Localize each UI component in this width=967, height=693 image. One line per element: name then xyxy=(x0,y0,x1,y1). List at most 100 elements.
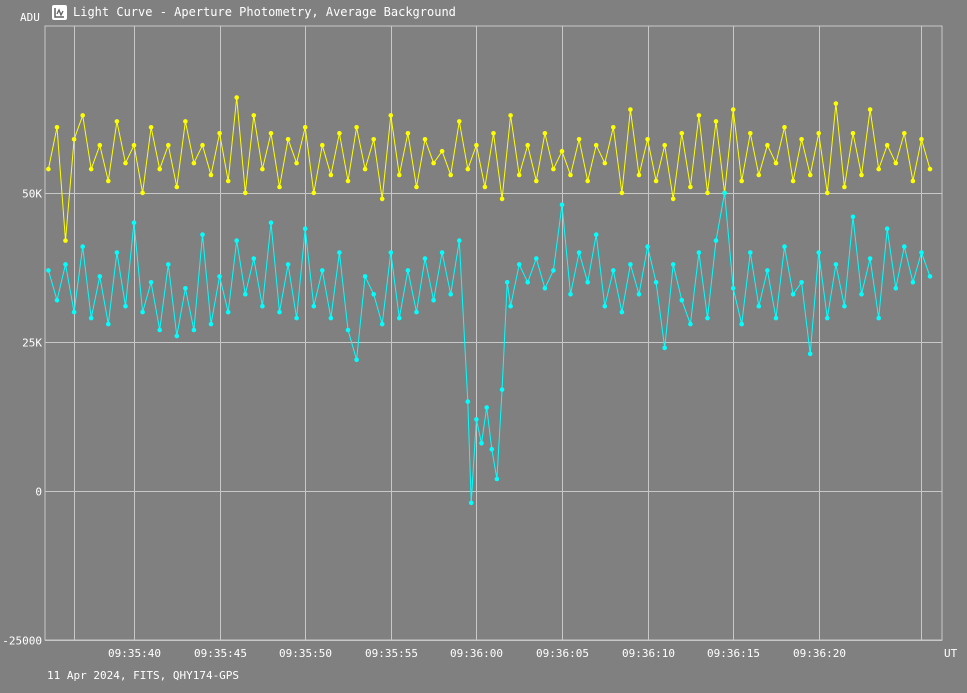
data-point xyxy=(354,125,359,130)
data-point xyxy=(739,178,744,184)
data-point xyxy=(645,244,650,249)
x-tick-label: 09:35:45 xyxy=(194,647,247,660)
data-point xyxy=(448,292,454,297)
data-point xyxy=(465,166,471,172)
window-title: Light Curve - Aperture Photometry, Avera… xyxy=(73,5,456,19)
data-point xyxy=(46,166,51,172)
data-point xyxy=(371,292,377,297)
data-point xyxy=(439,250,445,255)
data-point xyxy=(260,303,265,309)
data-point xyxy=(174,184,180,190)
data-point xyxy=(722,190,727,196)
data-point xyxy=(499,387,505,392)
data-point xyxy=(234,238,239,243)
data-point xyxy=(328,315,334,321)
data-point xyxy=(191,160,197,166)
data-point xyxy=(739,321,744,327)
data-point xyxy=(551,268,556,273)
data-point xyxy=(611,125,616,130)
data-point xyxy=(504,280,510,285)
data-point xyxy=(893,160,899,166)
data-point xyxy=(876,315,881,321)
data-point xyxy=(251,113,257,118)
data-point xyxy=(559,148,565,154)
data-point xyxy=(405,131,411,136)
data-point xyxy=(825,315,830,321)
data-point xyxy=(799,137,804,142)
data-point xyxy=(379,196,385,202)
data-point xyxy=(294,315,299,321)
data-point xyxy=(414,184,419,190)
data-point xyxy=(208,321,214,327)
series-1 xyxy=(46,95,933,243)
chart-app-icon[interactable] xyxy=(52,4,67,20)
data-point xyxy=(362,274,368,279)
x-tick-label: 09:35:55 xyxy=(365,647,418,660)
data-point xyxy=(484,405,490,410)
x-tick-label: 09:35:50 xyxy=(279,647,332,660)
x-tick-label: 09:36:05 xyxy=(536,647,589,660)
data-point xyxy=(494,476,500,482)
data-point xyxy=(628,107,633,112)
data-point xyxy=(850,214,856,220)
data-point xyxy=(534,178,539,184)
data-point xyxy=(516,172,522,178)
data-point xyxy=(670,262,676,267)
data-point xyxy=(850,131,856,136)
data-point xyxy=(713,119,719,124)
data-point xyxy=(636,172,642,178)
data-point xyxy=(748,131,753,136)
data-point xyxy=(799,280,804,285)
data-point xyxy=(585,280,590,285)
data-point xyxy=(277,184,282,190)
data-point xyxy=(397,315,402,321)
data-point xyxy=(474,417,479,422)
data-point xyxy=(225,178,231,184)
data-point xyxy=(645,137,650,142)
data-point xyxy=(807,351,813,357)
data-point xyxy=(516,262,522,267)
data-point xyxy=(337,250,342,255)
data-point xyxy=(833,101,839,106)
axis-tick-labels: 50K 25K 0 -25000 09:35:40 09:35:45 09:35:50 09:… xyxy=(2,188,846,661)
data-point xyxy=(756,172,762,178)
data-point xyxy=(499,196,505,202)
data-point xyxy=(688,184,693,190)
data-point xyxy=(859,292,864,297)
data-point xyxy=(302,125,308,130)
grid-lines xyxy=(44,25,943,641)
data-point xyxy=(97,142,103,148)
data-point xyxy=(71,309,77,315)
data-point xyxy=(730,107,736,112)
data-point xyxy=(140,309,145,315)
series-line xyxy=(47,97,931,241)
data-point xyxy=(628,262,633,267)
data-point xyxy=(602,160,608,166)
data-point xyxy=(842,303,847,309)
data-point xyxy=(200,142,205,148)
data-point xyxy=(842,184,847,190)
data-point xyxy=(790,178,796,184)
data-point xyxy=(489,446,495,452)
data-point xyxy=(379,321,385,327)
data-point xyxy=(448,172,454,178)
data-point xyxy=(208,172,214,178)
data-point xyxy=(260,166,265,172)
data-point xyxy=(653,280,659,285)
data-point xyxy=(311,303,317,309)
data-point xyxy=(782,125,787,130)
data-point xyxy=(619,309,625,315)
data-point xyxy=(542,286,548,291)
data-point xyxy=(131,142,137,148)
data-point xyxy=(730,286,736,291)
data-point xyxy=(816,131,821,136)
data-point xyxy=(114,250,120,255)
data-point xyxy=(148,125,154,130)
data-point xyxy=(551,166,556,172)
series-2 xyxy=(46,190,933,506)
data-point xyxy=(54,297,60,303)
data-point xyxy=(457,119,462,124)
x-tick-label: 09:36:00 xyxy=(450,647,503,660)
data-point xyxy=(833,262,839,267)
data-point xyxy=(534,256,539,261)
